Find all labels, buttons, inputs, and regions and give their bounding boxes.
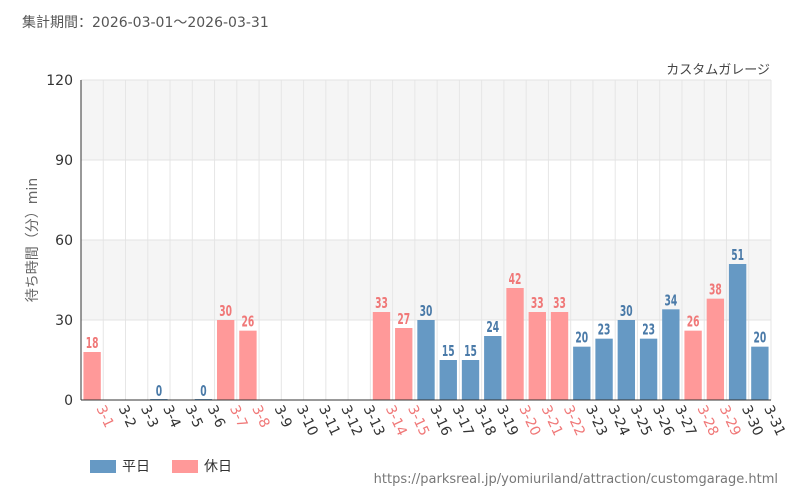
x-tick-label: 3-7 bbox=[226, 403, 250, 430]
y-tick-label: 30 bbox=[55, 313, 73, 329]
bar-value-label: 27 bbox=[397, 311, 410, 329]
x-tick-label: 3-6 bbox=[204, 403, 228, 431]
bar-value-label: 15 bbox=[464, 343, 477, 361]
bar-value-label: 0 bbox=[200, 383, 206, 401]
y-tick-label: 60 bbox=[55, 233, 73, 249]
bar-value-label: 30 bbox=[620, 303, 633, 321]
bar bbox=[484, 336, 502, 400]
y-axis-title: 待ち時間（分）min bbox=[25, 178, 41, 302]
chart-title: カスタムガレージ bbox=[666, 63, 770, 78]
x-tick-label: 3-31 bbox=[760, 403, 788, 439]
bar bbox=[751, 346, 769, 400]
legend-item-weekday[interactable]: 平日 bbox=[90, 456, 150, 476]
bar-value-label: 23 bbox=[642, 322, 655, 340]
legend-label-holiday: 休日 bbox=[204, 459, 232, 475]
x-tick-label: 3-2 bbox=[115, 403, 139, 430]
bar bbox=[461, 360, 480, 400]
bar bbox=[573, 346, 591, 400]
bar-value-label: 24 bbox=[486, 319, 499, 337]
bar-value-label: 51 bbox=[731, 247, 744, 265]
source-url[interactable]: https://parksreal.jp/yomiuriland/attract… bbox=[373, 472, 778, 487]
bar bbox=[684, 330, 702, 400]
bar-value-label: 38 bbox=[709, 282, 722, 300]
bar bbox=[550, 312, 569, 400]
bar-value-label: 20 bbox=[575, 330, 588, 348]
bar-value-label: 33 bbox=[553, 295, 566, 313]
bar-value-label: 34 bbox=[664, 292, 677, 310]
x-tick-label: 3-1 bbox=[93, 403, 117, 430]
bar-value-label: 0 bbox=[156, 383, 162, 401]
bar bbox=[83, 352, 101, 400]
bar bbox=[706, 298, 725, 400]
bar bbox=[728, 264, 747, 400]
x-tick-label: 3-9 bbox=[271, 403, 295, 430]
bar bbox=[662, 309, 680, 400]
bar bbox=[417, 320, 435, 400]
period-label: 集計期間：2026-03-01～2026-03-31 bbox=[22, 15, 269, 31]
x-tick-label: 3-8 bbox=[248, 403, 272, 430]
bar-value-label: 20 bbox=[753, 330, 766, 348]
bar-value-label: 42 bbox=[509, 271, 522, 289]
x-tick-label: 3-4 bbox=[159, 403, 183, 431]
bar bbox=[216, 320, 235, 400]
legend: 平日 休日 bbox=[90, 456, 254, 476]
x-tick-label: 3-5 bbox=[182, 403, 206, 430]
grid-band bbox=[81, 240, 771, 320]
bar bbox=[639, 338, 658, 400]
bar-value-label: 26 bbox=[687, 314, 700, 332]
bar bbox=[506, 288, 524, 400]
legend-swatch-holiday bbox=[172, 459, 198, 473]
bar bbox=[595, 338, 613, 400]
bar-value-label: 15 bbox=[442, 343, 455, 361]
bar bbox=[528, 312, 546, 400]
x-tick-label: 3-3 bbox=[137, 403, 161, 430]
bar bbox=[617, 320, 636, 400]
legend-swatch-weekday bbox=[90, 459, 116, 473]
legend-item-holiday[interactable]: 休日 bbox=[172, 456, 232, 476]
bar-value-label: 26 bbox=[242, 314, 255, 332]
bar bbox=[372, 312, 391, 400]
y-tick-label: 0 bbox=[64, 393, 73, 409]
bar-value-label: 18 bbox=[86, 335, 99, 353]
bar bbox=[395, 328, 413, 400]
bar-value-label: 30 bbox=[420, 303, 433, 321]
bar bbox=[439, 360, 457, 400]
bar bbox=[239, 330, 257, 400]
bar-value-label: 33 bbox=[531, 295, 544, 313]
bar-value-label: 23 bbox=[598, 322, 611, 340]
legend-label-weekday: 平日 bbox=[122, 459, 150, 475]
bar-value-label: 33 bbox=[375, 295, 388, 313]
grid-band bbox=[81, 80, 771, 160]
y-tick-label: 90 bbox=[55, 153, 73, 169]
bar-value-label: 30 bbox=[219, 303, 232, 321]
y-tick-label: 120 bbox=[46, 73, 73, 89]
